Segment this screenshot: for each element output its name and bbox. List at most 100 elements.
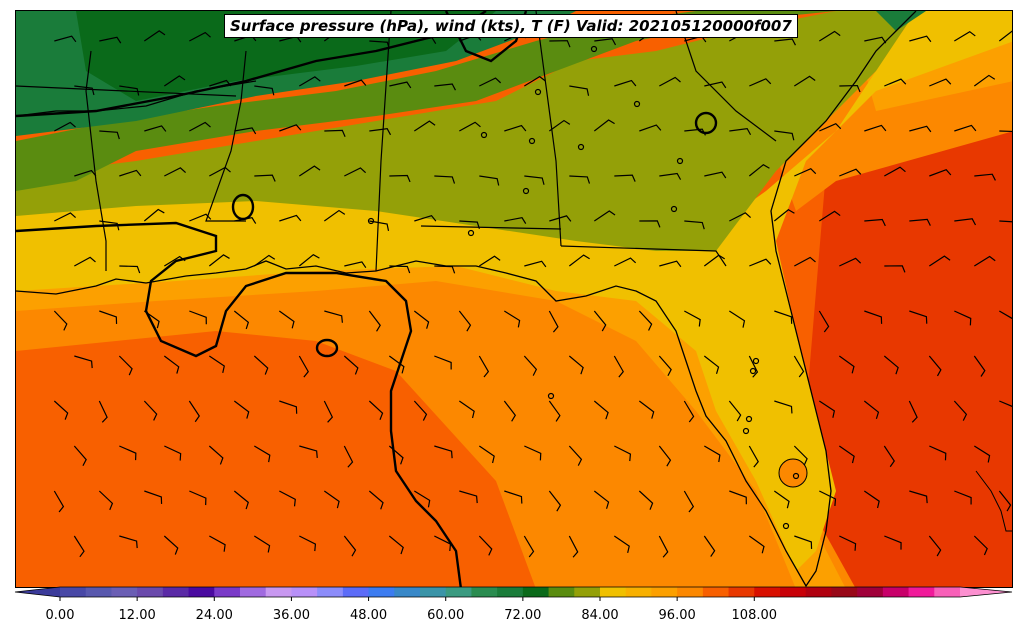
olive-zone xyxy=(16,11,916,251)
colorbar-segment xyxy=(162,587,190,597)
wind-barb xyxy=(703,535,716,557)
wind-barb xyxy=(234,216,257,224)
wind-barb xyxy=(884,265,906,273)
wind-barb xyxy=(704,171,727,179)
yellow-zone xyxy=(16,11,1012,571)
colorbar-segment xyxy=(857,587,884,597)
wind-barb xyxy=(864,124,887,132)
wind-barb xyxy=(344,79,367,87)
wind-barb xyxy=(98,490,114,511)
colorbar-segment xyxy=(137,587,164,597)
wind-barb xyxy=(524,175,545,185)
wind-barb xyxy=(863,490,880,509)
wind-barb xyxy=(839,168,862,177)
wind-barb xyxy=(478,355,490,378)
wind-barb xyxy=(794,535,813,549)
wind-barb xyxy=(749,258,772,267)
calm-wind-circle xyxy=(742,427,750,435)
colorbar-segment xyxy=(60,587,87,597)
isobar-closed xyxy=(315,338,339,358)
wind-barb xyxy=(413,400,428,421)
wind-barb xyxy=(279,400,298,414)
wind-barb xyxy=(568,355,584,375)
wind-barb xyxy=(999,130,1012,133)
warm-band xyxy=(806,131,1012,587)
wind-barb xyxy=(774,400,793,414)
calm-wind-circle xyxy=(792,472,800,480)
wind-barb xyxy=(928,355,942,377)
colorbar-segment xyxy=(754,587,781,597)
wind-barb xyxy=(838,355,855,374)
wind-barb xyxy=(73,445,87,467)
wind-barb xyxy=(144,490,163,504)
state-border xyxy=(205,50,247,222)
ne-green-patch xyxy=(876,11,926,31)
wind-barb xyxy=(478,535,493,556)
wind-barb xyxy=(388,535,404,555)
wind-barb xyxy=(164,167,187,177)
wind-barb xyxy=(568,254,590,267)
wind-barb xyxy=(53,400,69,420)
calm-wind-circle xyxy=(749,367,757,375)
colorbar-segment xyxy=(317,587,344,597)
calm-wind-circle xyxy=(522,187,530,195)
wind-barb xyxy=(53,310,68,331)
wind-barb xyxy=(99,130,120,140)
wind-barb xyxy=(234,127,257,135)
colorbar-segment xyxy=(214,587,241,597)
state-border xyxy=(85,50,107,271)
wind-barb xyxy=(208,254,230,267)
wind-barb xyxy=(548,310,559,333)
colorbar-segment xyxy=(702,587,730,597)
colorbar-tick-label: 108.00 xyxy=(732,608,778,623)
colorbar-segment xyxy=(574,587,601,597)
wind-barb xyxy=(143,310,160,329)
wind-barb xyxy=(954,490,972,505)
state-border xyxy=(16,85,237,97)
wind-barb xyxy=(954,310,972,326)
wind-barb xyxy=(279,124,302,132)
wind-barb xyxy=(794,168,817,177)
wind-barb xyxy=(278,310,295,329)
wind-barb xyxy=(684,310,701,327)
state-border xyxy=(375,11,392,272)
wind-barb xyxy=(793,355,805,378)
calm-wind-circle xyxy=(745,415,753,423)
colorbar-segment xyxy=(342,587,370,597)
wind-barb xyxy=(143,208,165,222)
wind-barb xyxy=(819,30,841,42)
wind-barb xyxy=(614,79,637,87)
wind-barb xyxy=(119,265,141,274)
state-border xyxy=(420,225,562,230)
wind-barb xyxy=(163,355,180,374)
gulf-coastline xyxy=(16,11,917,587)
wind-barb xyxy=(729,490,747,505)
wind-barb xyxy=(458,310,472,332)
wind-barb xyxy=(344,261,367,269)
wind-barb xyxy=(973,355,986,377)
wind-barb xyxy=(929,255,951,267)
wind-barb xyxy=(143,30,166,42)
wind-barb xyxy=(188,400,201,423)
wind-barb xyxy=(973,535,988,556)
wind-barb xyxy=(479,175,500,186)
colorbar-segment xyxy=(445,587,472,597)
wind-barb xyxy=(748,355,759,378)
lake xyxy=(778,458,808,488)
light-orange-zone xyxy=(16,251,845,587)
wind-barb xyxy=(369,128,392,136)
wind-barb xyxy=(163,535,179,555)
colorbar-segment xyxy=(291,587,318,597)
wind-barb xyxy=(54,35,77,43)
wind-barb xyxy=(324,310,343,323)
wind-barb xyxy=(388,445,404,465)
wind-barb xyxy=(638,310,653,331)
colorbar-segment xyxy=(240,587,267,597)
wind-barb xyxy=(99,220,120,231)
wind-barb xyxy=(909,35,932,43)
wind-barb xyxy=(703,355,720,374)
wind-barb xyxy=(909,310,928,324)
map-panel xyxy=(15,10,1013,588)
wind-barb xyxy=(613,535,630,554)
wind-barb xyxy=(254,535,271,553)
